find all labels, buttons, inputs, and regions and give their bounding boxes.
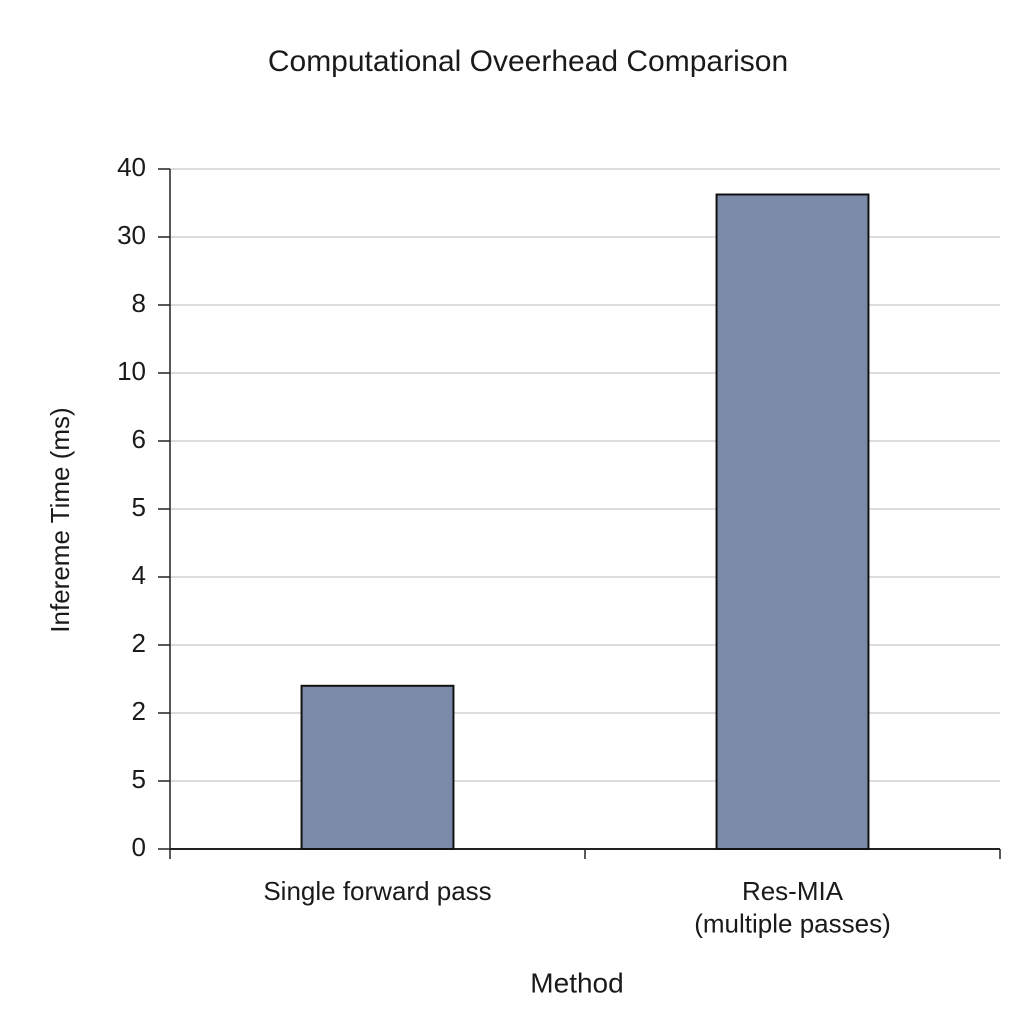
x-tick-label: Single forward pass: [263, 876, 491, 906]
y-tick-label: 40: [117, 152, 146, 182]
bar: [715, 193, 870, 850]
y-tick-label: 6: [132, 424, 146, 454]
bar: [300, 684, 455, 850]
y-tick-label: 2: [132, 696, 146, 726]
y-tick-label: 0: [132, 832, 146, 862]
y-tick-label: 10: [117, 356, 146, 386]
y-tick-label: 4: [132, 560, 146, 590]
y-tick-label: 8: [132, 288, 146, 318]
y-tick-label: 30: [117, 220, 146, 250]
chart-title: Computational Oveerhead Comparison: [268, 45, 788, 78]
y-tick-label: 5: [132, 492, 146, 522]
y-axis-label: Infereme Time (ms): [45, 407, 75, 632]
x-axis-label: Method: [530, 967, 623, 998]
y-tick-label: 2: [132, 628, 146, 658]
y-tick-label: 5: [132, 764, 146, 794]
x-tick-label: Res-MIA (multiple passes): [694, 876, 891, 939]
